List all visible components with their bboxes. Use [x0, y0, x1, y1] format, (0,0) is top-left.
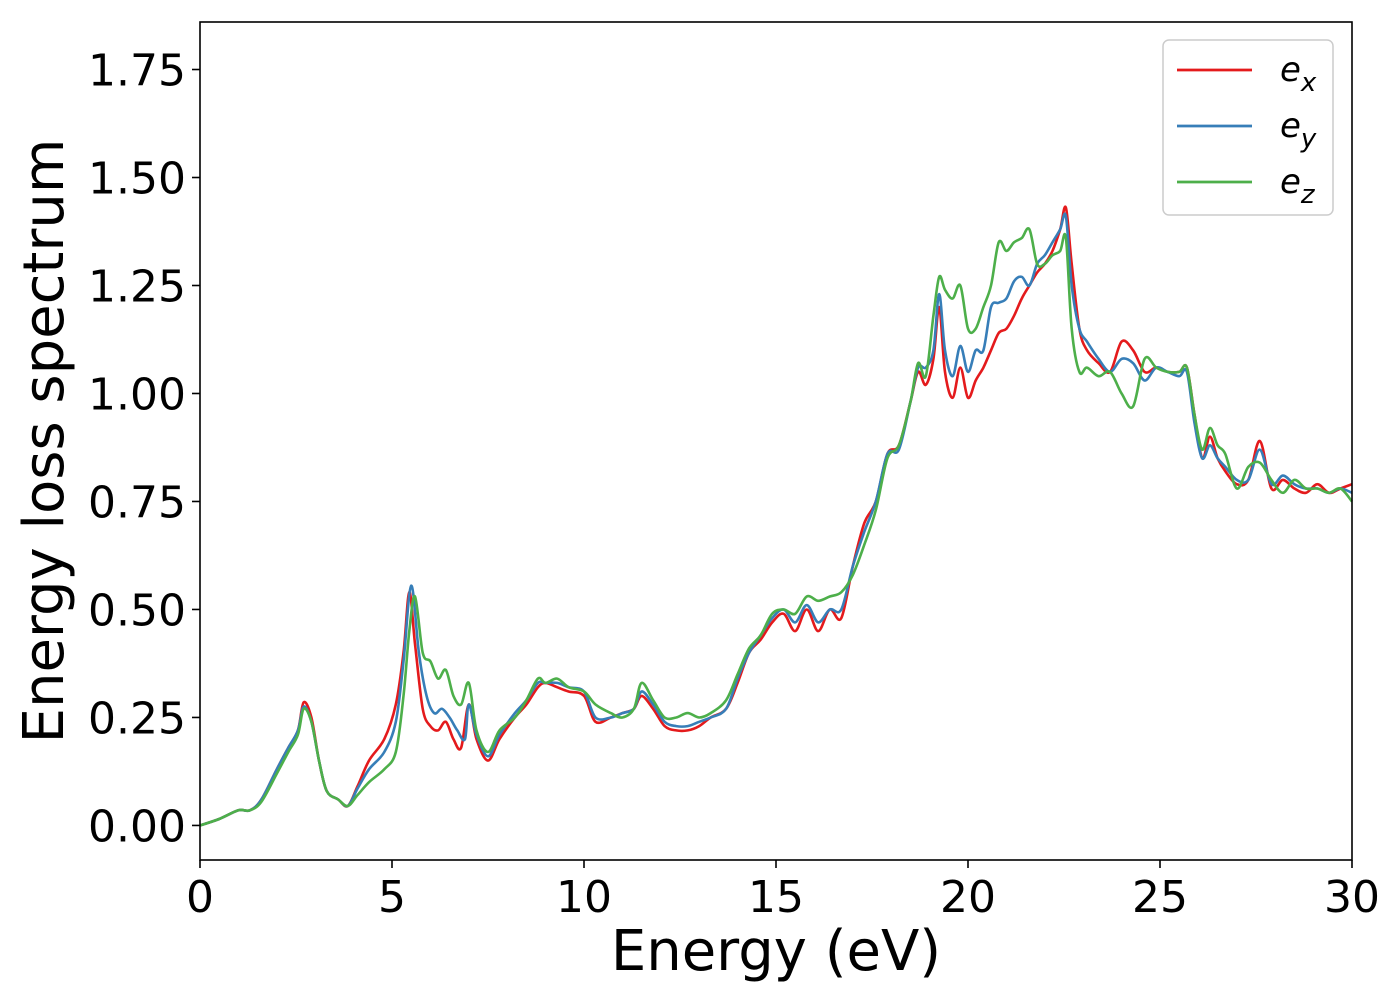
x-tick-label: 10: [556, 872, 612, 923]
x-tick-label: 25: [1132, 872, 1188, 923]
legend-label-subscript: x: [1300, 68, 1317, 98]
legend-label-subscript: z: [1300, 180, 1316, 210]
y-tick-label: 0.75: [88, 477, 186, 528]
legend-label-y: ey: [1280, 106, 1317, 154]
y-tick-label: 1.25: [88, 261, 186, 312]
y-tick-label: 1.50: [88, 154, 186, 205]
legend-label-base: e: [1280, 106, 1301, 146]
series-line-x: [199, 205, 1353, 827]
x-tick-label: 5: [378, 872, 406, 923]
x-axis-title: Energy (eV): [611, 919, 941, 984]
legend-label-z: ez: [1280, 162, 1316, 210]
y-tick-label: 1.75: [88, 46, 186, 97]
legend-label-x: ex: [1280, 50, 1317, 98]
plot-lines: [199, 205, 1354, 827]
legend-label-base: e: [1280, 162, 1301, 202]
x-tick-label: 15: [748, 872, 804, 923]
x-tick-label: 20: [940, 872, 996, 923]
y-axis-ticks: 0.00 0.25 0.50 0.75 1.00 1.25 1.50 1.75: [88, 46, 200, 852]
y-axis-title: Energy loss spectrum: [12, 139, 77, 744]
y-tick-label: 0.50: [88, 585, 186, 636]
y-tick-label: 0.25: [88, 693, 186, 744]
x-tick-label: 0: [186, 872, 214, 923]
series-line-z: [199, 227, 1354, 827]
legend-label-subscript: y: [1300, 124, 1317, 154]
x-tick-label: 30: [1324, 872, 1380, 923]
legend-box: [1162, 39, 1334, 216]
legend-label-base: e: [1280, 50, 1301, 90]
series-line-y: [199, 212, 1353, 827]
y-tick-label: 1.00: [88, 369, 186, 420]
y-tick-label: 0.00: [88, 801, 186, 852]
x-axis-ticks: 0 5 10 15 20 25 30: [186, 860, 1380, 923]
